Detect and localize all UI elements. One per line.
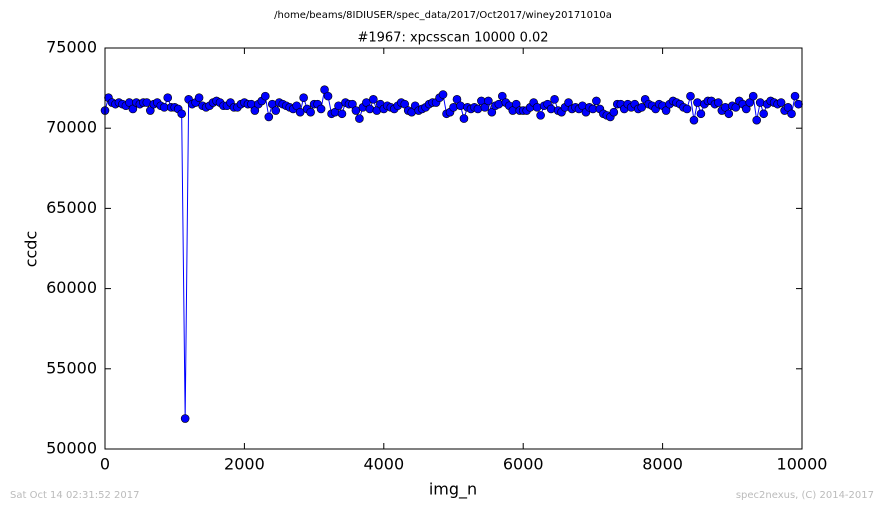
data-point: [546, 104, 556, 114]
data-point: [323, 91, 333, 101]
x-tick-label: 4000: [363, 455, 404, 474]
x-tick-label: 10000: [777, 455, 828, 474]
data-point: [438, 90, 448, 99]
data-point: [351, 106, 361, 115]
data-point: [142, 98, 152, 107]
data-point: [177, 109, 186, 119]
data-point: [295, 107, 305, 117]
data-point: [755, 98, 765, 107]
y-tick-label: 55000: [46, 358, 97, 377]
data-point: [264, 112, 274, 122]
data-point: [473, 104, 483, 114]
data-point: [682, 104, 692, 114]
data-point: [494, 99, 504, 109]
data-point: [484, 96, 493, 106]
y-tick-label: 75000: [46, 38, 97, 57]
data-point: [609, 107, 619, 117]
x-tick-label: 8000: [642, 455, 683, 474]
y-tick-label: 60000: [46, 278, 97, 297]
x-tick-label: 0: [100, 455, 110, 474]
x-axis-label: img_n: [429, 480, 477, 500]
data-point: [776, 98, 786, 107]
y-axis-label: ccdc: [22, 231, 41, 268]
x-tick-label: 2000: [224, 455, 265, 474]
data-point: [459, 114, 469, 123]
chart-title: #1967: xpcsscan 10000 0.02: [357, 31, 548, 46]
plot-frame: [104, 47, 803, 450]
data-point: [748, 91, 758, 101]
y-tick-label: 50000: [46, 439, 97, 458]
data-point: [306, 107, 315, 117]
data-point: [271, 106, 281, 115]
data-point: [334, 101, 343, 111]
data-point: [752, 115, 761, 125]
data-point: [456, 101, 465, 111]
y-tick-label: 70000: [46, 118, 97, 137]
data-point: [550, 95, 559, 104]
footer-left: Sat Oct 14 02:31:52 2017: [10, 490, 140, 501]
data-point: [532, 103, 542, 112]
data-point: [261, 91, 270, 101]
data-point: [637, 103, 646, 112]
data-point: [194, 93, 204, 103]
data-point: [355, 114, 364, 123]
data-point: [693, 98, 702, 107]
data-point: [686, 91, 695, 101]
data-point: [724, 109, 734, 119]
data-point: [337, 109, 347, 119]
data-point: [759, 109, 768, 119]
data-point: [180, 414, 190, 423]
data-point: [592, 96, 601, 106]
data-point: [369, 95, 378, 104]
data-point: [696, 109, 706, 119]
x-tick-label: 6000: [503, 455, 544, 474]
data-point: [163, 93, 173, 103]
data-point: [787, 109, 796, 119]
data-point: [449, 103, 458, 112]
data-point: [299, 93, 308, 103]
suptitle: /home/beams/8IDIUSER/spec_data/2017/Oct2…: [274, 10, 612, 21]
data-line: [104, 88, 799, 419]
data-point: [790, 91, 800, 101]
y-tick-label: 65000: [46, 198, 97, 217]
data-point: [794, 99, 803, 109]
data-point: [714, 98, 723, 107]
data-point: [536, 111, 545, 120]
data-point: [689, 115, 699, 125]
data-point: [365, 104, 375, 114]
data-point: [316, 104, 326, 114]
footer-right: spec2nexus, (C) 2014-2017: [736, 490, 874, 501]
